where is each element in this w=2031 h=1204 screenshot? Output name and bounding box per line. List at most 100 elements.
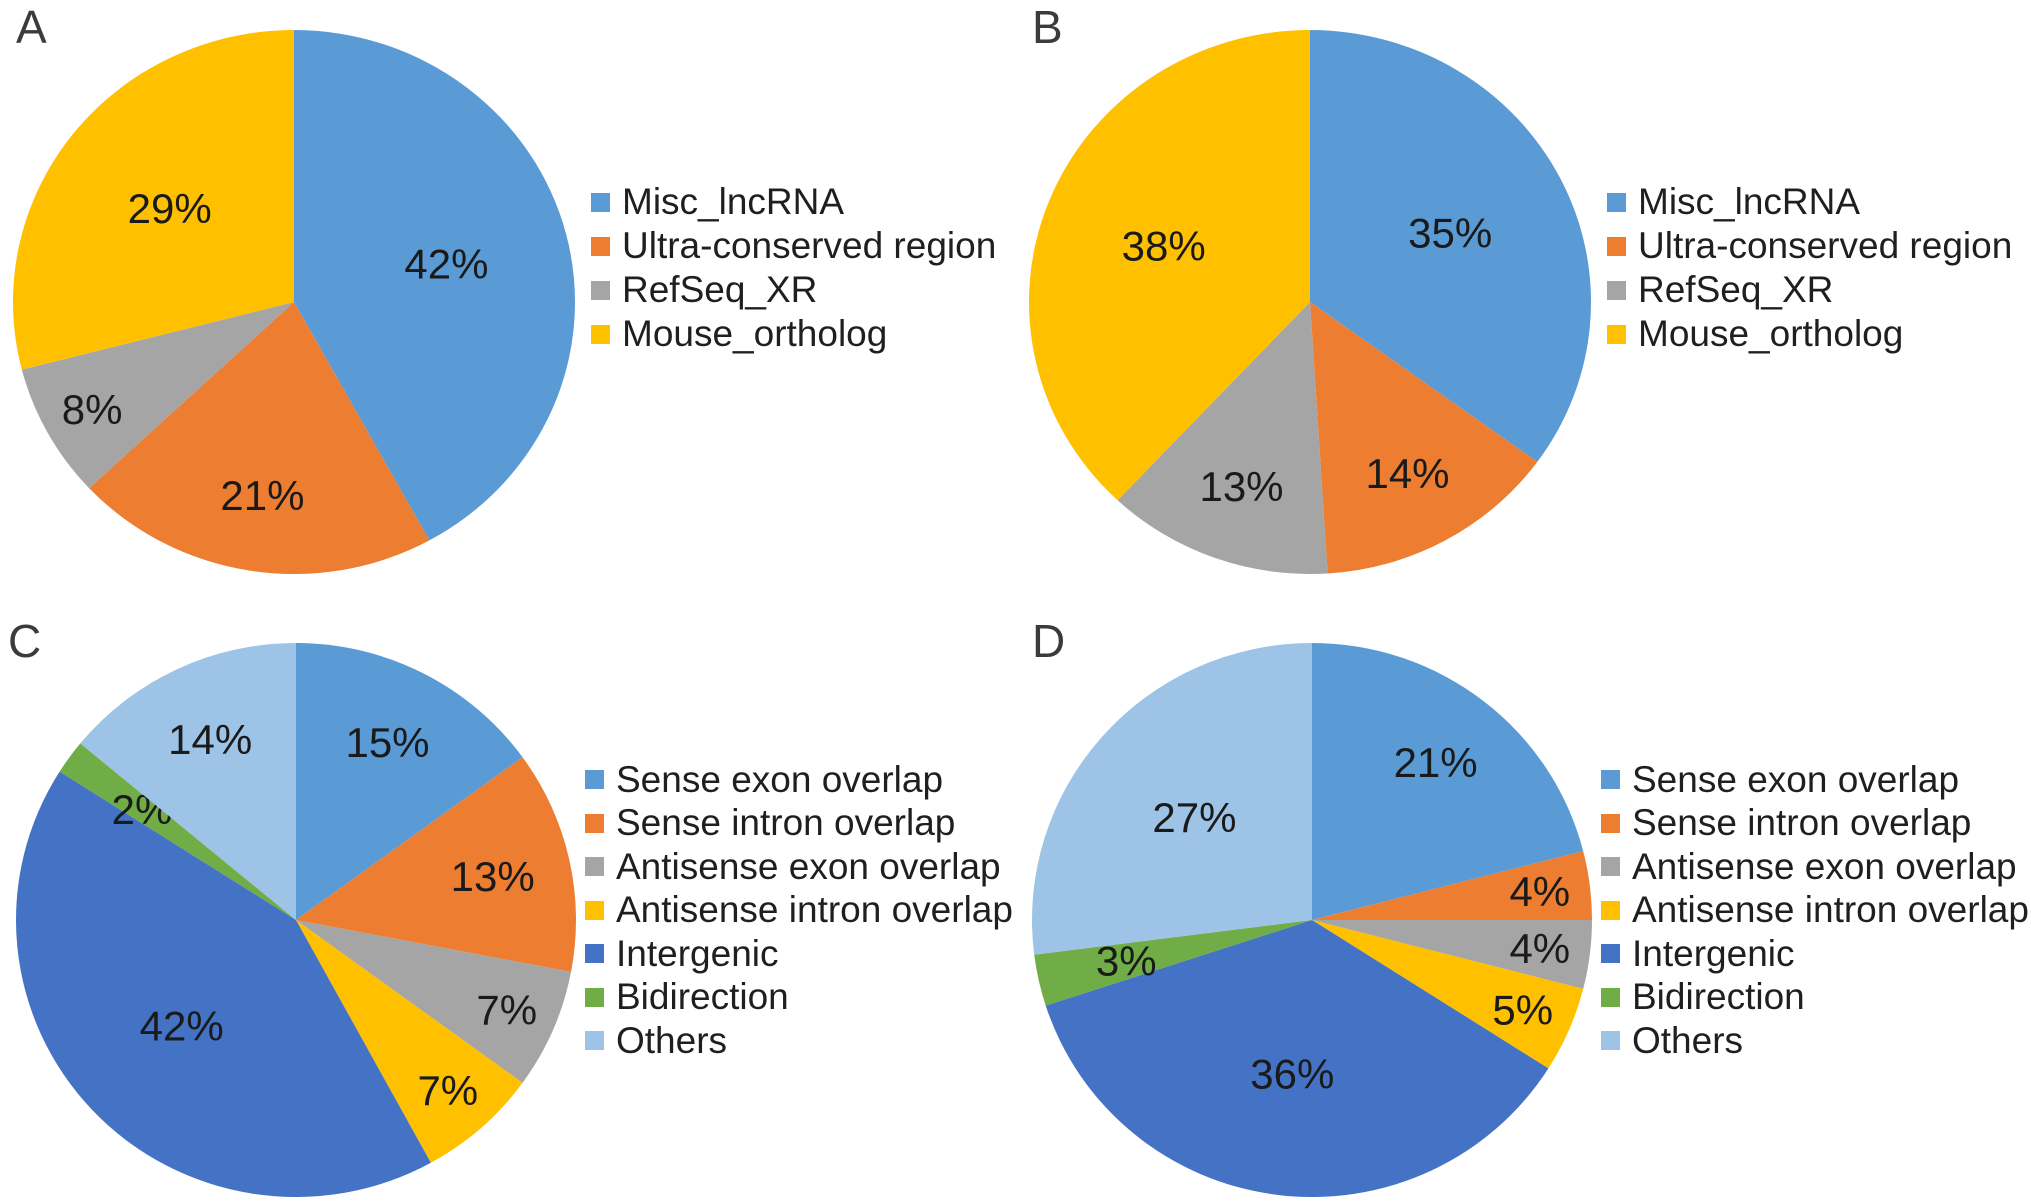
- slice-percent-label: 4%: [1509, 925, 1570, 972]
- pie-slice-2: [296, 920, 572, 1083]
- panel-letter: D: [1032, 615, 1066, 667]
- legend-item: Antisense intron overlap: [1601, 889, 2029, 933]
- slice-percent-label: 4%: [1509, 868, 1570, 915]
- legend-item: RefSeq_XR: [1607, 268, 2012, 312]
- legend-item: Bidirection: [1601, 976, 2029, 1020]
- slice-percent-label: 21%: [1394, 739, 1478, 786]
- pie-slice-0: [294, 30, 576, 541]
- legend-item: Bidirection: [585, 976, 1013, 1020]
- panel-c: C 15% 13% 7% 7% 42% 2% 14% Sense exon overlap Se…: [0, 600, 1015, 1204]
- slice-percent-label: 14%: [1365, 450, 1449, 497]
- legend-item: Antisense exon overlap: [1601, 845, 2029, 889]
- legend-color-swatch: [1601, 770, 1620, 790]
- pie-slice-1: [1312, 851, 1592, 920]
- legend-item-label: Others: [616, 1019, 728, 1061]
- slice-percent-label: 42%: [140, 1003, 224, 1050]
- legend-color-swatch: [1607, 280, 1626, 300]
- legend-item: Sense exon overlap: [585, 758, 1013, 802]
- pie-slice-1: [1310, 302, 1538, 574]
- legend: Misc_lncRNA Ultra-conserved region RefSeq_…: [1607, 180, 2012, 356]
- slice-percent-label: 13%: [1199, 463, 1283, 510]
- legend-item-label: Intergenic: [616, 932, 779, 974]
- slice-percent-label: 27%: [1152, 794, 1236, 841]
- legend-item: Others: [1601, 1019, 2029, 1063]
- pie-slice-3: [1028, 30, 1310, 501]
- legend-item-label: Intergenic: [1632, 932, 1795, 974]
- legend-item-label: Ultra-conserved region: [1638, 225, 2013, 266]
- slice-percent-label: 13%: [451, 853, 535, 900]
- legend-color-swatch: [591, 192, 610, 212]
- slice-percent-label: 38%: [1122, 222, 1206, 269]
- legend-item-label: Sense intron overlap: [1632, 802, 1972, 844]
- legend-item-label: Sense intron overlap: [616, 802, 956, 844]
- legend-item-label: RefSeq_XR: [1638, 269, 1834, 310]
- slice-percent-label: 8%: [62, 386, 123, 433]
- legend-item-label: Antisense exon overlap: [1632, 845, 2017, 887]
- legend-item-label: Antisense intron overlap: [1632, 889, 2029, 931]
- slice-percent-label: 35%: [1408, 209, 1492, 256]
- panel-a: A 42% 21% 8% 29% Misc_lncRNA Ultra-conserved …: [0, 0, 1015, 600]
- pie-slice-2: [1117, 302, 1328, 574]
- legend-item: Antisense intron overlap: [585, 889, 1013, 933]
- legend-item: Misc_lncRNA: [1607, 180, 2012, 224]
- legend-color-swatch: [585, 987, 604, 1007]
- slice-percent-label: 7%: [417, 1067, 478, 1114]
- legend-item-label: Bidirection: [1632, 976, 1805, 1018]
- legend-item: Sense exon overlap: [1601, 758, 2029, 802]
- legend-item-label: Ultra-conserved region: [622, 225, 997, 266]
- legend-item: Intergenic: [1601, 932, 2029, 976]
- pie-slice-2: [21, 302, 295, 489]
- pie-slice-3: [1312, 920, 1584, 1069]
- legend-color-swatch: [585, 770, 604, 790]
- legend-color-swatch: [585, 900, 604, 920]
- legend-item: Mouse_ortholog: [591, 312, 996, 356]
- legend-color-swatch: [1601, 1031, 1620, 1051]
- legend-color-swatch: [1607, 192, 1626, 212]
- pie-chart-d: 21%4%4%5%36%3%27%: [1032, 643, 1592, 1198]
- pie-slice-5: [59, 743, 297, 920]
- legend-item: RefSeq_XR: [591, 268, 996, 312]
- pie-slice-0: [1310, 30, 1591, 462]
- legend-item: Sense intron overlap: [1601, 802, 2029, 846]
- pie-slice-6: [80, 643, 296, 920]
- slice-percent-label: 15%: [345, 719, 429, 766]
- legend-color-swatch: [591, 280, 610, 300]
- pie-slice-1: [296, 757, 576, 972]
- pie-chart-c: 15%13%7%7%42%2%14%: [16, 643, 576, 1198]
- legend-color-swatch: [1601, 813, 1620, 833]
- legend-item-label: Others: [1632, 1019, 1744, 1061]
- pie-slice-4: [16, 771, 431, 1198]
- slice-percent-label: 36%: [1250, 1050, 1334, 1097]
- panel-letter: C: [8, 615, 42, 667]
- legend-item: Ultra-conserved region: [591, 224, 996, 268]
- pie-slice-6: [1032, 643, 1312, 955]
- pie-slice-0: [1312, 643, 1584, 920]
- legend-color-swatch: [585, 944, 604, 964]
- legend: Misc_lncRNA Ultra-conserved region RefSeq_…: [591, 180, 996, 356]
- legend: Sense exon overlap Sense intron overlap An…: [585, 758, 1013, 1063]
- legend-color-swatch: [1607, 236, 1626, 256]
- slice-percent-label: 42%: [404, 241, 488, 288]
- legend-color-swatch: [585, 857, 604, 877]
- legend-item-label: Sense exon overlap: [616, 758, 944, 800]
- slice-percent-label: 14%: [168, 716, 252, 763]
- legend-item: Misc_lncRNA: [591, 180, 996, 224]
- legend-item-label: Mouse_ortholog: [622, 313, 888, 354]
- legend-item-label: Mouse_ortholog: [1638, 313, 1904, 354]
- legend-item-label: Bidirection: [616, 976, 789, 1018]
- panel-d: D 21% 4% 4% 5% 36% 3% 27% Sense exon overlap Sen…: [1016, 600, 2031, 1204]
- pie-slice-1: [89, 302, 430, 575]
- legend-item: Mouse_ortholog: [1607, 312, 2012, 356]
- legend-item-label: Antisense intron overlap: [616, 889, 1013, 931]
- legend-color-swatch: [591, 324, 610, 344]
- pie-slice-4: [1045, 920, 1549, 1198]
- pie-slice-3: [13, 30, 295, 370]
- legend-item-label: Misc_lncRNA: [1638, 181, 1861, 222]
- panel-letter: A: [16, 1, 47, 53]
- legend-color-swatch: [585, 813, 604, 833]
- panel-b: B 35% 14% 13% 38% Misc_lncRNA Ultra-conserved…: [1016, 0, 2031, 600]
- legend-item: Sense intron overlap: [585, 802, 1013, 846]
- legend-item-label: Misc_lncRNA: [622, 181, 845, 222]
- pie-slice-0: [296, 643, 523, 920]
- legend-color-swatch: [1607, 324, 1626, 344]
